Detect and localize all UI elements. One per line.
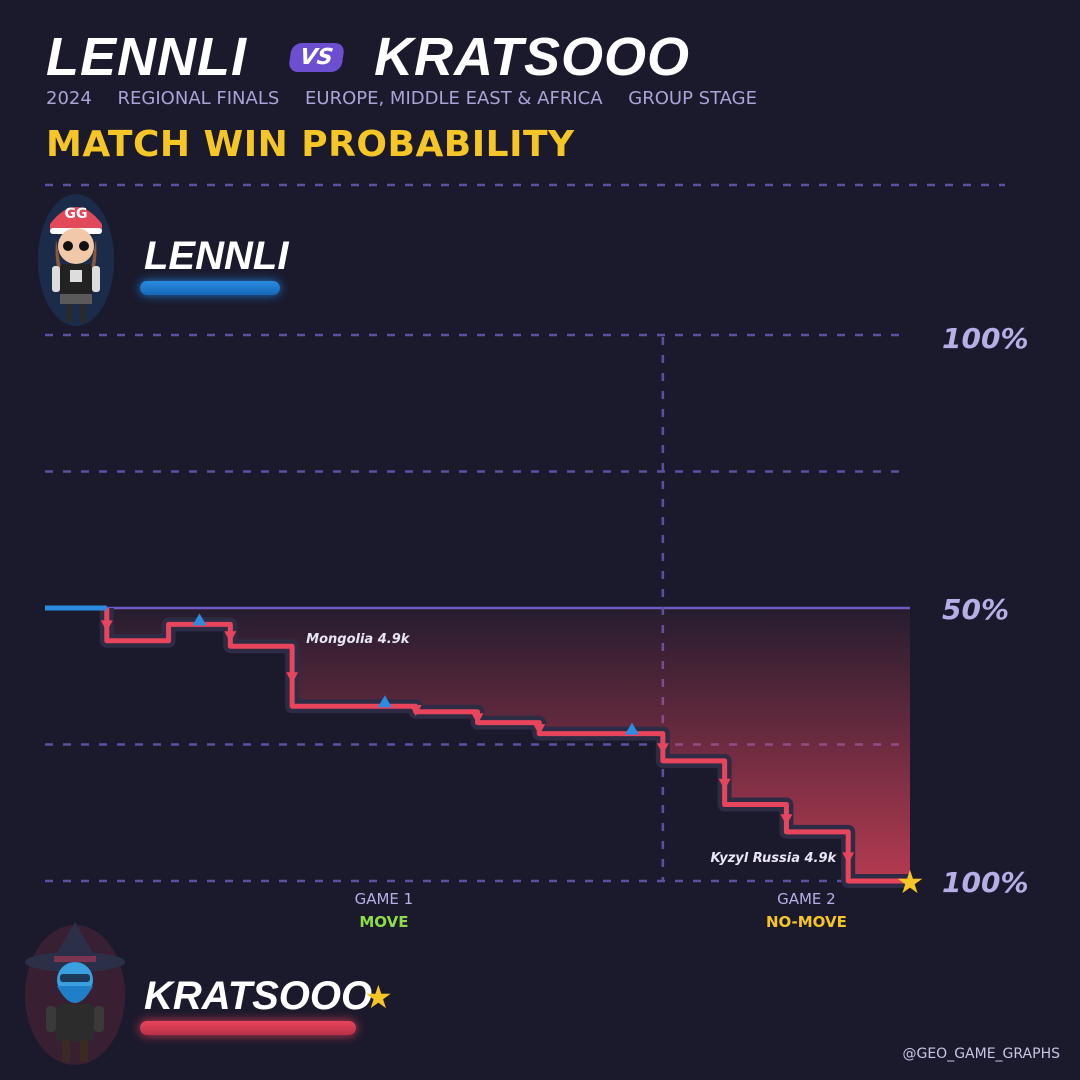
probability-area (106, 608, 911, 881)
round-marker-kratsooo (409, 705, 422, 717)
round-marker-kratsooo (471, 713, 484, 725)
y-tick-label: 100% (942, 322, 1029, 355)
end-star-icon: ★ (896, 863, 925, 901)
game-label: GAME 2 (777, 890, 836, 908)
round-marker-lennli (624, 722, 639, 735)
event-name: REGIONAL FINALS (117, 88, 280, 109)
event-region: EUROPE, MIDDLE EAST & AFRICA (305, 88, 603, 109)
player1-title: LENNLI (46, 27, 247, 87)
event-subtitle: 2024 REGIONAL FINALS EUROPE, MIDDLE EAST… (46, 88, 777, 109)
round-marker-kratsooo (718, 778, 731, 790)
bottom-player-color-bar (140, 1021, 356, 1035)
round-marker-kratsooo (656, 743, 669, 755)
chart-title: MATCH WIN PROBABILITY (46, 124, 575, 165)
match-title: LENNLI VS KRATSOOO (46, 26, 690, 96)
svg-text:GG: GG (65, 206, 88, 222)
round-annotation: Kyzyl Russia 4.9k (710, 851, 837, 866)
round-marker-kratsooo (224, 631, 237, 643)
round-markers (100, 613, 855, 864)
round-annotation: Mongolia 4.9k (306, 632, 411, 647)
y-tick-label: 50% (942, 593, 1009, 626)
round-marker-kratsooo (842, 852, 855, 864)
credit-handle: @GEO_GAME_GRAPHS (902, 1046, 1060, 1062)
event-year: 2024 (46, 88, 92, 109)
y-tick-label: 100% (942, 866, 1029, 899)
round-marker-kratsooo (286, 672, 299, 684)
player2-title: KRATSOOO (374, 27, 691, 87)
top-player-color-bar (140, 281, 280, 295)
bottom-player-name: KRATSOOO (144, 974, 373, 1018)
round-marker-kratsooo (780, 814, 793, 826)
game-mode-label: MOVE (359, 913, 408, 931)
kratsooo-avatar (25, 922, 125, 1065)
winner-star-icon: ★ (364, 978, 393, 1016)
chart-labels: 100% 50% 100% GAME 1 MOVE GAME 2 NO-MOVE Mongol… (306, 322, 1028, 931)
top-player-name: LENNLI (144, 234, 289, 278)
round-marker-lennli (377, 695, 392, 708)
event-stage: GROUP STAGE (628, 88, 757, 109)
lennli-avatar: GG (38, 194, 114, 326)
game-mode-label: NO-MOVE (766, 913, 847, 931)
round-marker-kratsooo (100, 620, 113, 632)
round-marker-kratsooo (533, 724, 546, 736)
round-marker-lennli (192, 613, 207, 626)
game-label: GAME 1 (355, 890, 414, 908)
